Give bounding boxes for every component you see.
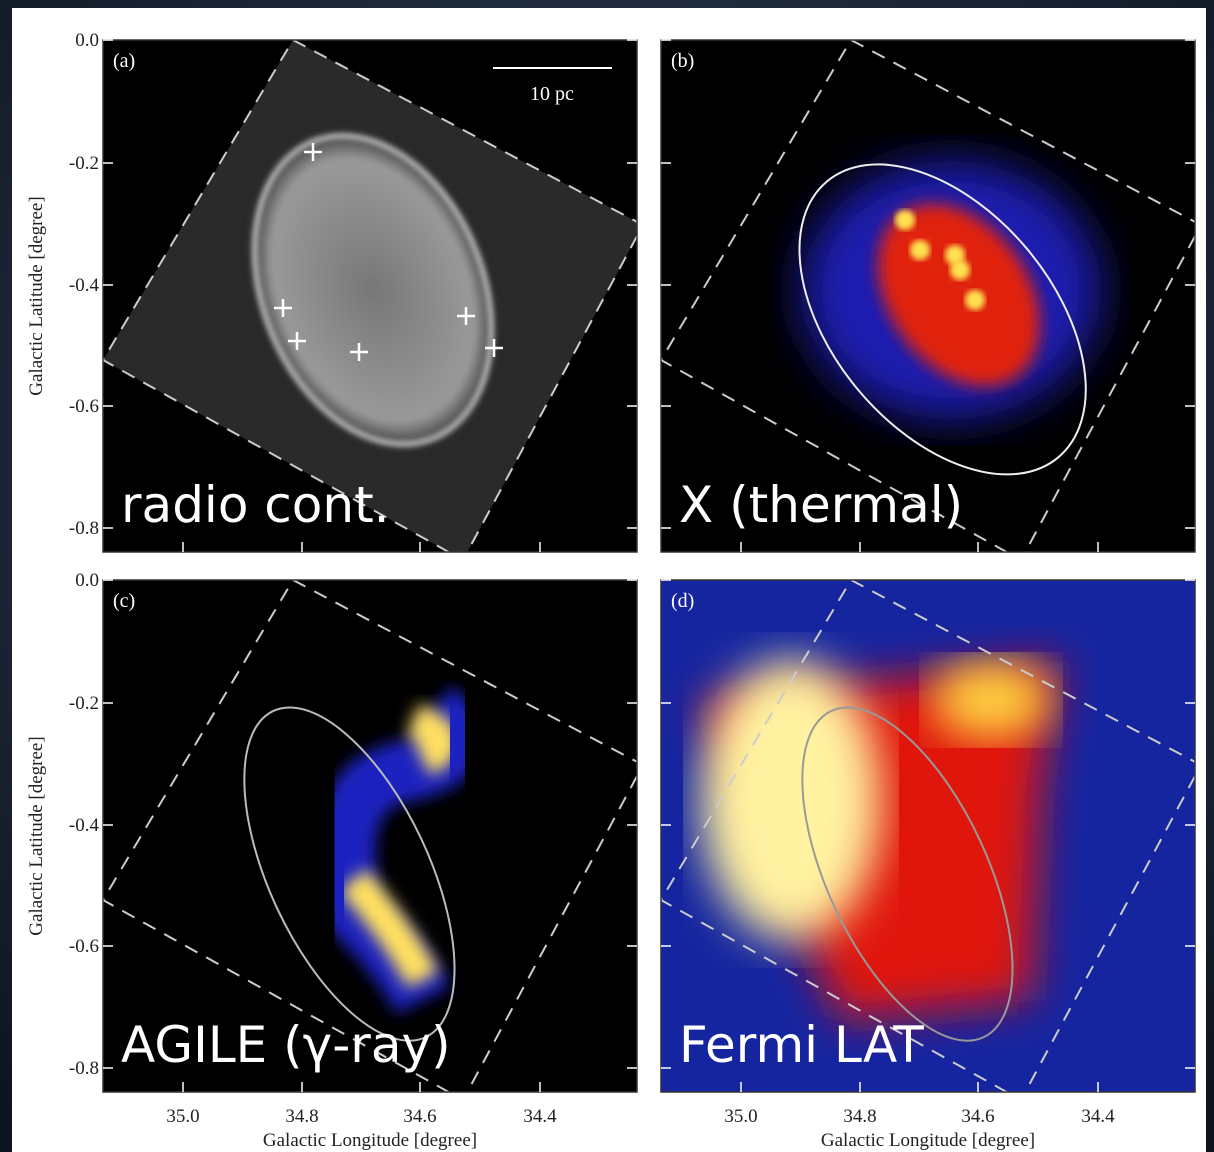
y-tick-label: -0.4 xyxy=(69,815,100,836)
y-tick-label: -0.8 xyxy=(69,1058,99,1079)
y-axis-label: Galactic Latitude [degree] xyxy=(26,736,47,935)
x-tick-label: 35.0 xyxy=(724,1106,757,1127)
x-tick-label: 34.4 xyxy=(1081,1106,1115,1127)
panel-caption: AGILE (γ-ray) xyxy=(121,1016,451,1074)
x-peak xyxy=(895,210,915,230)
panel-letter: (a) xyxy=(113,50,135,72)
x-tick-label: 34.8 xyxy=(843,1106,876,1127)
panel-caption: X (thermal) xyxy=(679,476,963,534)
panel-letter: (b) xyxy=(671,50,694,72)
y-tick-label: -0.2 xyxy=(69,153,99,174)
y-tick-label: -0.2 xyxy=(69,693,99,714)
panel: (c) AGILE (γ-ray) 0.0 -0.2 -0.4 -0.6 -0.8 35.0 3… xyxy=(26,570,643,1151)
y-tick-label: 0.0 xyxy=(75,30,99,51)
y-tick-label: -0.8 xyxy=(69,518,99,539)
y-tick-label: -0.4 xyxy=(69,275,100,296)
x-tick-label: 34.6 xyxy=(961,1106,994,1127)
y-tick-label: -0.6 xyxy=(69,936,99,957)
panel: (d) Fermi LAT 35.0 34.8 34.6 34.4 Galactic Lon… xyxy=(661,580,1201,1151)
x-tick-label: 34.8 xyxy=(285,1106,318,1127)
panel-letter: (c) xyxy=(113,590,135,612)
scale-bar-label: 10 pc xyxy=(530,83,574,105)
panel-caption: radio cont. xyxy=(121,476,390,534)
y-tick-label: -0.6 xyxy=(69,396,99,417)
x-peak xyxy=(965,290,985,310)
panel: (b) X (thermal) xyxy=(661,40,1201,560)
figure: 10 pc (a) radio cont. 0.0 -0.2 -0.4 -0.6 -0.8 Ga… xyxy=(0,0,1214,1152)
fermi-peak xyxy=(931,660,1051,740)
panel-letter: (d) xyxy=(671,590,694,612)
x-tick-label: 35.0 xyxy=(166,1106,199,1127)
panel-caption: Fermi LAT xyxy=(679,1016,924,1074)
y-tick-label: 0.0 xyxy=(75,570,99,591)
x-peak xyxy=(910,240,930,260)
x-tick-label: 34.6 xyxy=(403,1106,436,1127)
fermi-peak xyxy=(701,660,881,940)
x-peak xyxy=(950,260,970,280)
panel: 10 pc (a) radio cont. 0.0 -0.2 -0.4 -0.6 -0.8 Ga… xyxy=(26,30,643,560)
y-axis-label: Galactic Latitude [degree] xyxy=(26,196,47,395)
x-tick-label: 34.4 xyxy=(523,1106,557,1127)
x-axis-label: Galactic Longitude [degree] xyxy=(821,1130,1035,1151)
x-axis-label: Galactic Longitude [degree] xyxy=(263,1130,477,1151)
